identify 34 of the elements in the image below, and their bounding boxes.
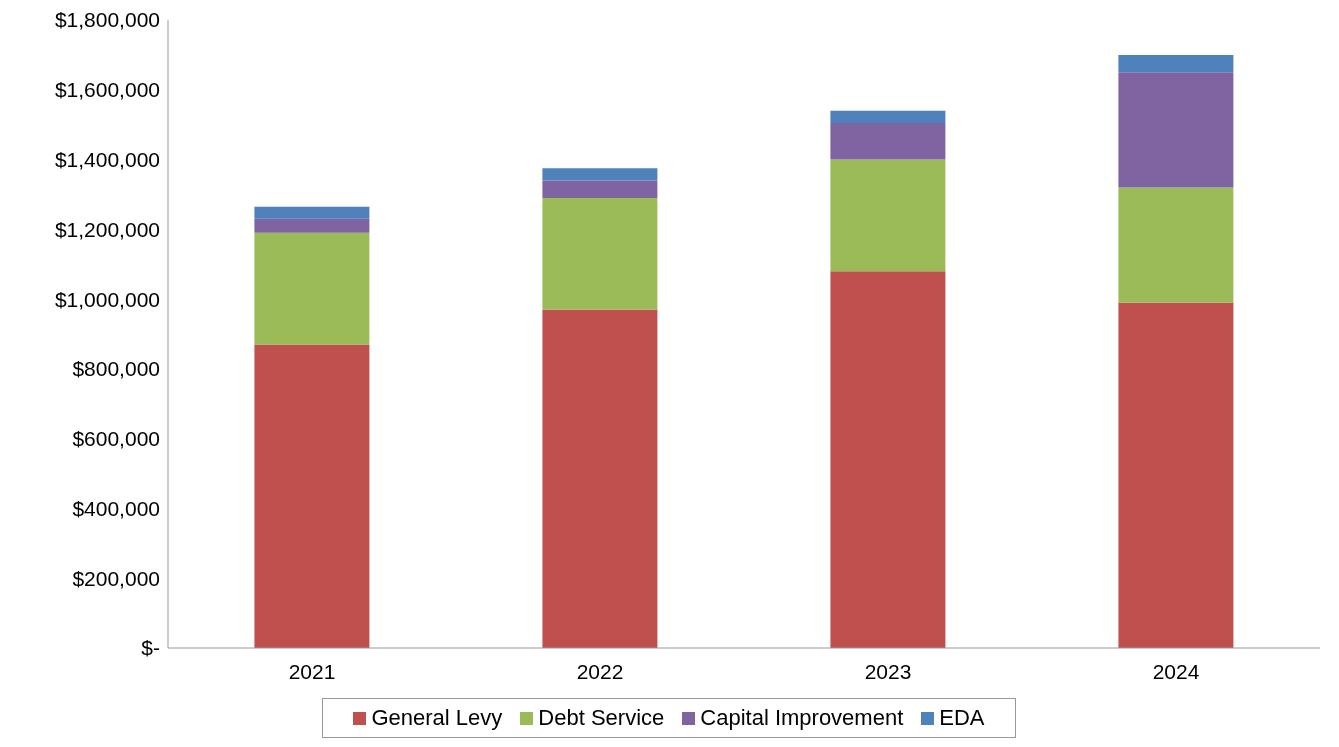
legend-label: Debt Service — [537, 705, 665, 731]
bar — [1118, 72, 1234, 188]
bar — [254, 232, 370, 345]
x-tick-label: 2021 — [288, 659, 336, 683]
bar — [254, 218, 370, 233]
y-tick-label: $1,200,000 — [54, 217, 160, 241]
legend-label: EDA — [938, 705, 985, 731]
bar — [830, 122, 946, 160]
bar — [254, 344, 370, 648]
y-tick-label: $1,400,000 — [54, 148, 160, 172]
bar — [254, 206, 370, 219]
y-tick-label: $- — [141, 636, 160, 660]
legend-label: General Levy — [370, 705, 503, 731]
y-tick-label: $1,600,000 — [54, 78, 160, 102]
x-tick-label: 2022 — [576, 659, 624, 683]
y-tick-label: $400,000 — [72, 496, 160, 520]
bar — [830, 110, 946, 123]
y-tick-label: $200,000 — [72, 566, 160, 590]
y-tick-label: $800,000 — [72, 357, 160, 381]
bar — [830, 159, 946, 272]
y-tick-label: $1,000,000 — [54, 287, 160, 311]
y-tick-label: $600,000 — [72, 427, 160, 451]
bar — [830, 271, 946, 648]
bar — [1118, 302, 1234, 648]
bar — [542, 180, 658, 198]
y-tick-label: $1,800,000 — [54, 8, 160, 32]
bar — [542, 197, 658, 310]
bar — [542, 309, 658, 648]
legend-label: Capital Improvement — [699, 705, 904, 731]
x-tick-label: 2023 — [864, 659, 912, 683]
bar — [1118, 187, 1234, 303]
bar — [1118, 54, 1234, 73]
x-tick-label: 2024 — [1152, 659, 1200, 683]
bar — [542, 168, 658, 181]
